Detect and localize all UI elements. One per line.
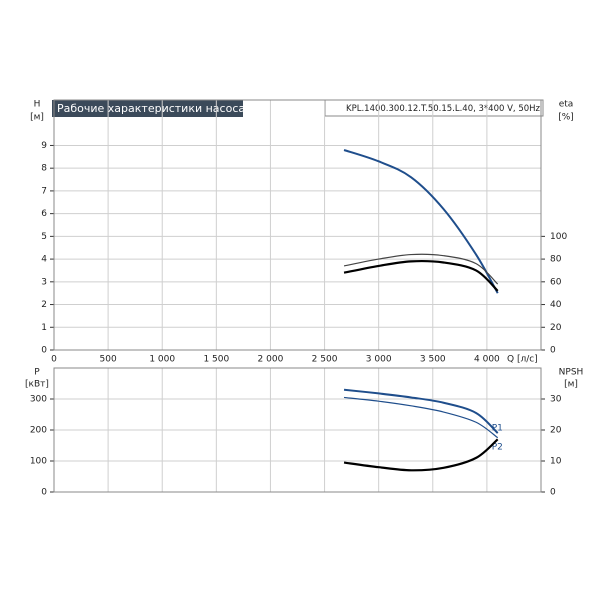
series-line [343,149,499,294]
x-tick-label: 4 000 [474,355,500,365]
y-tick-label: 8 [41,164,47,174]
x-tick-label: 0 [51,355,57,365]
y2-tick-label: 0 [550,346,556,356]
y-tick-label: 5 [41,232,47,242]
y2-tick-label: 20 [550,323,562,333]
x-tick-label: 500 [100,355,117,365]
y-tick-label: 1 [41,323,47,333]
chart-subtitle: KPL.1400.300.12.T.50.15.L.40, 3*400 V, 5… [346,104,541,114]
series-line [343,396,499,439]
y-tick-label: 200 [30,426,47,436]
y2-axis-unit: [%] [558,113,574,123]
y-axis-label: H [34,100,41,110]
x-tick-label: 1 000 [149,355,175,365]
y2-tick-label: 0 [550,488,556,498]
y-tick-label: 9 [41,141,47,151]
x-tick-label: 2 000 [258,355,284,365]
title-box [52,100,243,117]
plot-frame [53,99,542,351]
y2-tick-label: 30 [550,395,562,405]
y-tick-label: 4 [41,255,47,265]
y-tick-label: 6 [41,209,47,219]
y2-tick-label: 60 [550,277,562,287]
y-tick-label: 3 [41,277,47,287]
y-tick-label: 0 [41,488,47,498]
y2-tick-label: 80 [550,255,562,265]
y-axis-unit: [м] [30,113,44,123]
y-tick-label: 7 [41,186,47,196]
y-axis-label: P [34,368,40,378]
plot-frame [53,367,542,493]
y2-tick-label: 40 [550,300,562,310]
series-label: P2 [492,442,503,452]
x-tick-label: 3 500 [420,355,446,365]
x-tick-label: 3 000 [366,355,392,365]
series-line [343,438,499,472]
y2-tick-label: 100 [550,232,567,242]
x-axis-label: Q [л/с] [507,355,538,365]
y-tick-label: 300 [30,395,47,405]
y-tick-label: 2 [41,300,47,310]
y2-tick-label: 20 [550,426,562,436]
y2-axis-unit: [м] [564,380,578,390]
y2-axis-label: eta [559,100,574,110]
series-line [343,259,499,292]
chart-title: Рабочие характеристики насоса [57,102,245,115]
series-line [343,253,499,285]
y2-axis-label: NPSH [559,368,584,378]
y2-tick-label: 10 [550,457,562,467]
x-tick-label: 2 500 [312,355,338,365]
series-label: P1 [492,424,503,434]
y-tick-label: 100 [30,457,47,467]
y-tick-label: 0 [41,346,47,356]
x-tick-label: 1 500 [203,355,229,365]
series-line [343,388,499,434]
y-axis-unit: [кВт] [25,380,49,390]
